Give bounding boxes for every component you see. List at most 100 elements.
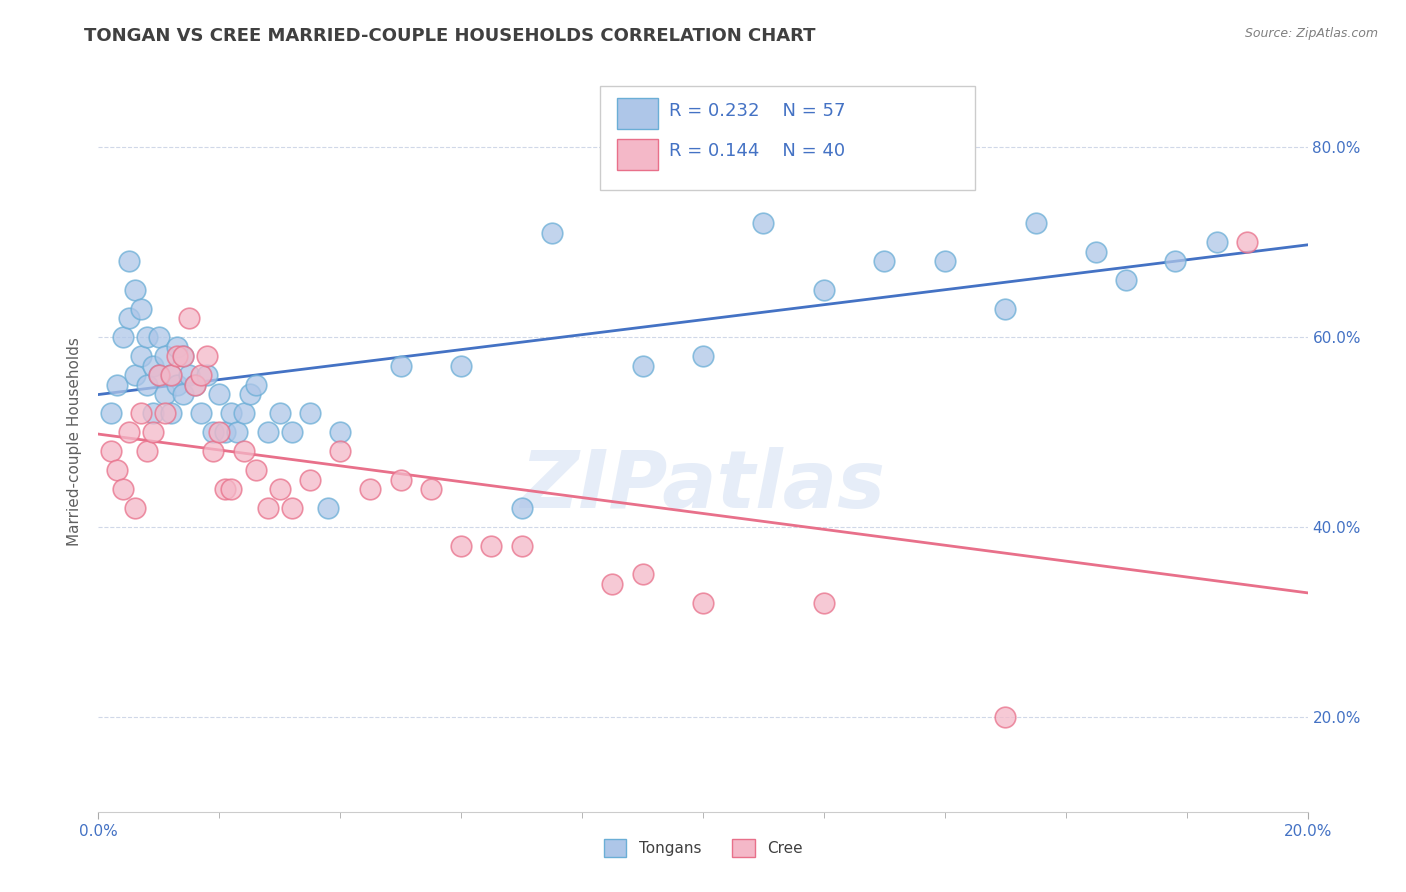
Point	[540, 226, 562, 240]
Point	[481, 539, 503, 553]
Point	[221, 406, 243, 420]
Point	[202, 425, 225, 439]
Point	[245, 377, 267, 392]
Point	[208, 387, 231, 401]
Point	[420, 482, 443, 496]
Point	[105, 377, 128, 392]
Point	[135, 330, 157, 344]
Point	[111, 330, 134, 344]
Point	[142, 425, 165, 439]
Point	[166, 377, 188, 392]
Point	[184, 377, 207, 392]
Point	[692, 596, 714, 610]
Point	[129, 406, 152, 420]
FancyBboxPatch shape	[600, 87, 976, 190]
Point	[160, 368, 183, 383]
Point	[142, 406, 165, 420]
Point	[208, 425, 231, 439]
Point	[813, 283, 835, 297]
Point	[124, 283, 146, 297]
Point	[510, 500, 533, 515]
Point	[190, 406, 212, 420]
Point	[153, 349, 176, 363]
Point	[316, 500, 339, 515]
Point	[752, 216, 775, 230]
Point	[934, 254, 956, 268]
Point	[256, 425, 278, 439]
Point	[245, 463, 267, 477]
Point	[172, 349, 194, 363]
Point	[329, 444, 352, 458]
Point	[118, 425, 141, 439]
Point	[148, 368, 170, 383]
Point	[172, 349, 194, 363]
Point	[184, 377, 207, 392]
Point	[1163, 254, 1185, 268]
Point	[994, 710, 1017, 724]
Point	[153, 406, 176, 420]
Point	[111, 482, 134, 496]
Point	[299, 406, 322, 420]
Point	[142, 359, 165, 373]
Point	[160, 406, 183, 420]
FancyBboxPatch shape	[617, 139, 658, 169]
Point	[190, 368, 212, 383]
Point	[232, 444, 254, 458]
Point	[450, 359, 472, 373]
Point	[160, 368, 183, 383]
Point	[232, 406, 254, 420]
Point	[389, 473, 412, 487]
Text: R = 0.232    N = 57: R = 0.232 N = 57	[669, 102, 845, 120]
Point	[135, 377, 157, 392]
Point	[214, 425, 236, 439]
Point	[692, 349, 714, 363]
Point	[450, 539, 472, 553]
Text: R = 0.144    N = 40: R = 0.144 N = 40	[669, 143, 845, 161]
Point	[510, 539, 533, 553]
Point	[172, 387, 194, 401]
Point	[256, 500, 278, 515]
Point	[1024, 216, 1046, 230]
Point	[631, 359, 654, 373]
Point	[118, 311, 141, 326]
Point	[360, 482, 382, 496]
Text: Source: ZipAtlas.com: Source: ZipAtlas.com	[1244, 27, 1378, 40]
Text: TONGAN VS CREE MARRIED-COUPLE HOUSEHOLDS CORRELATION CHART: TONGAN VS CREE MARRIED-COUPLE HOUSEHOLDS…	[84, 27, 815, 45]
Point	[299, 473, 322, 487]
Point	[202, 444, 225, 458]
Point	[100, 444, 122, 458]
Point	[994, 301, 1017, 316]
Point	[389, 359, 412, 373]
Point	[179, 368, 201, 383]
Point	[166, 349, 188, 363]
Point	[135, 444, 157, 458]
Point	[195, 349, 218, 363]
Point	[148, 330, 170, 344]
Point	[100, 406, 122, 420]
Point	[118, 254, 141, 268]
Point	[124, 368, 146, 383]
Point	[148, 368, 170, 383]
FancyBboxPatch shape	[617, 98, 658, 129]
Point	[1206, 235, 1229, 250]
Text: ZIPatlas: ZIPatlas	[520, 447, 886, 525]
Point	[873, 254, 896, 268]
Point	[153, 387, 176, 401]
Point	[269, 482, 291, 496]
Point	[813, 596, 835, 610]
Point	[281, 500, 304, 515]
Point	[631, 567, 654, 582]
Point	[602, 577, 624, 591]
Point	[129, 301, 152, 316]
Point	[1236, 235, 1258, 250]
Point	[269, 406, 291, 420]
Point	[226, 425, 249, 439]
Point	[129, 349, 152, 363]
Point	[124, 500, 146, 515]
Point	[179, 311, 201, 326]
Point	[329, 425, 352, 439]
Point	[105, 463, 128, 477]
Point	[1085, 244, 1108, 259]
Point	[195, 368, 218, 383]
Point	[214, 482, 236, 496]
